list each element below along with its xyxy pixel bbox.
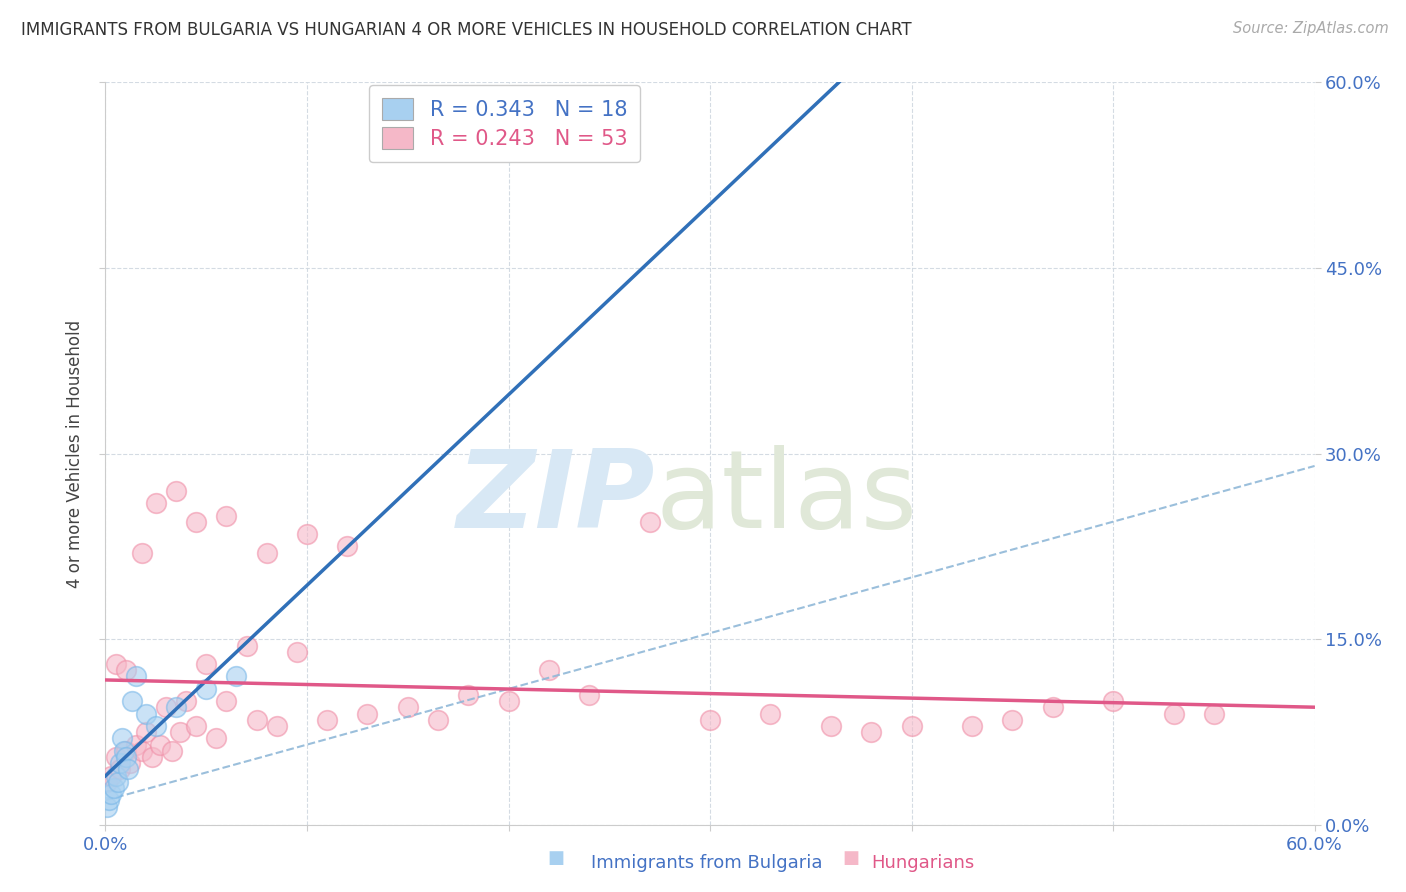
Point [107, 774, 129, 789]
Point [145, 719, 167, 733]
Point [135, 725, 157, 739]
Point [266, 719, 288, 733]
Point [141, 750, 163, 764]
Point [131, 744, 153, 758]
Point [110, 731, 132, 746]
Point [578, 688, 600, 702]
Legend: R = 0.343   N = 18, R = 0.243   N = 53: R = 0.343 N = 18, R = 0.243 N = 53 [370, 85, 640, 161]
Point [165, 483, 187, 498]
Point [356, 706, 378, 721]
Point [699, 713, 721, 727]
Point [205, 731, 228, 746]
Point [316, 713, 339, 727]
Y-axis label: 4 or more Vehicles in Household: 4 or more Vehicles in Household [66, 319, 84, 588]
Point [186, 719, 208, 733]
Point [1102, 694, 1125, 708]
Point [114, 663, 136, 677]
Point [135, 706, 157, 721]
Point [1042, 700, 1064, 714]
Point [427, 713, 450, 727]
Point [108, 763, 131, 777]
Point [96, 774, 118, 789]
Point [246, 713, 269, 727]
Point [820, 719, 842, 733]
Point [98, 793, 121, 807]
Point [1001, 713, 1024, 727]
Text: IMMIGRANTS FROM BULGARIA VS HUNGARIAN 4 OR MORE VEHICLES IN HOUSEHOLD CORRELATIO: IMMIGRANTS FROM BULGARIA VS HUNGARIAN 4 … [21, 21, 911, 39]
Point [145, 496, 167, 510]
Point [124, 738, 148, 752]
Point [160, 744, 183, 758]
Text: Hungarians: Hungarians [872, 855, 974, 872]
Point [295, 527, 318, 541]
Text: ZIP: ZIP [457, 445, 655, 551]
Point [186, 515, 208, 529]
Point [336, 540, 359, 554]
Point [235, 639, 257, 653]
Point [256, 546, 278, 560]
Point [215, 508, 238, 523]
Point [457, 688, 479, 702]
Point [149, 738, 172, 752]
Point [121, 694, 143, 708]
Point [225, 669, 247, 683]
Point [114, 744, 136, 758]
Point [1163, 706, 1185, 721]
Point [104, 750, 127, 764]
Point [108, 756, 131, 771]
Point [114, 750, 136, 764]
Point [96, 799, 118, 814]
Point [900, 719, 922, 733]
Point [100, 768, 122, 782]
Point [104, 768, 127, 782]
Point [537, 663, 560, 677]
Point [131, 546, 153, 560]
Point [103, 780, 125, 795]
Point [215, 694, 238, 708]
Text: Source: ZipAtlas.com: Source: ZipAtlas.com [1233, 21, 1389, 37]
Point [174, 694, 197, 708]
Text: Immigrants from Bulgaria: Immigrants from Bulgaria [591, 855, 823, 872]
Point [169, 725, 191, 739]
Point [124, 669, 148, 683]
Point [285, 645, 308, 659]
Point [195, 681, 218, 696]
Text: atlas: atlas [655, 445, 918, 551]
Point [104, 657, 127, 672]
Point [759, 706, 782, 721]
Point [155, 700, 177, 714]
Point [117, 763, 139, 777]
Point [396, 700, 419, 714]
Point [638, 515, 661, 529]
Point [195, 657, 218, 672]
Point [1202, 706, 1225, 721]
Point [112, 744, 135, 758]
Point [118, 756, 141, 771]
Point [860, 725, 883, 739]
Point [498, 694, 520, 708]
Point [165, 700, 187, 714]
Text: ■: ■ [842, 849, 859, 867]
Point [100, 787, 122, 801]
Point [960, 719, 983, 733]
Text: ■: ■ [547, 849, 564, 867]
